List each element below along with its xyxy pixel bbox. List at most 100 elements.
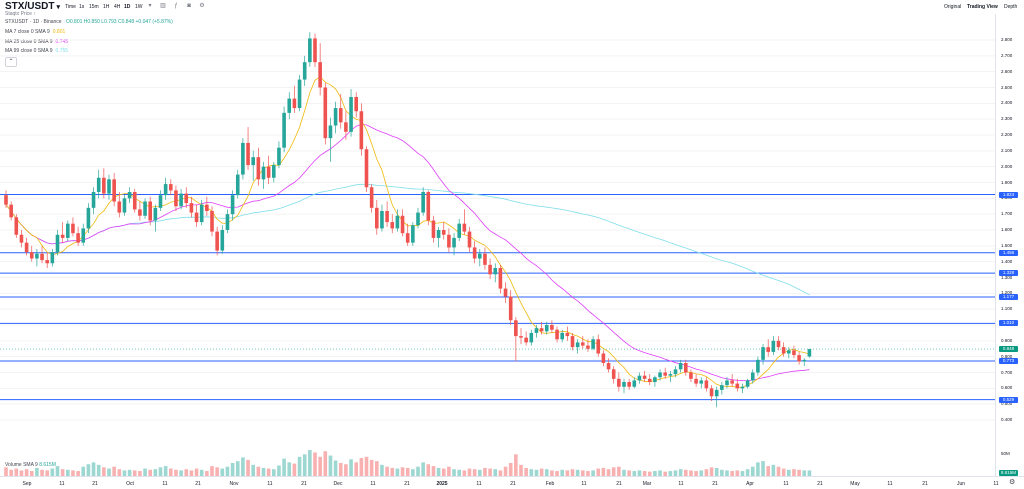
- candle-body: [241, 142, 245, 175]
- volume-bar: [138, 471, 142, 476]
- volume-bar: [586, 471, 590, 476]
- volume-bar: [297, 456, 302, 476]
- price-axis-label: 0.600: [1001, 385, 1013, 391]
- volume-bar: [452, 469, 456, 476]
- candle-body: [272, 165, 276, 178]
- volume-bar: [689, 470, 693, 476]
- candle-body: [359, 111, 364, 150]
- candle-body: [575, 342, 580, 348]
- volume-bar: [653, 471, 657, 476]
- price-axis-label: 1.300: [1001, 274, 1013, 280]
- price-axis-label: 2.200: [1001, 132, 1013, 137]
- volume-bar: [112, 466, 116, 476]
- candle-body: [287, 98, 292, 113]
- volume-bar: [627, 470, 631, 476]
- ma25-line: [5, 123, 810, 382]
- ma99-legend[interactable]: MA 99 close 0 SMA 9 0.755: [5, 48, 69, 54]
- candle-body: [19, 234, 24, 243]
- chart-settings-icon[interactable]: ⚙: [1009, 479, 1016, 486]
- more-timeframes-icon[interactable]: ▾: [148, 3, 152, 9]
- candle-body: [158, 195, 163, 208]
- settings-icon[interactable]: ⚙: [199, 3, 205, 9]
- candle-body: [194, 212, 199, 223]
- volume-bar: [483, 467, 487, 476]
- ma25-legend[interactable]: MA 25 close 0 SMA 9 0.745: [5, 39, 69, 45]
- volume-bar: [313, 452, 317, 476]
- candle-body: [581, 342, 585, 346]
- tab-4h[interactable]: 4H: [114, 4, 121, 10]
- candle-body: [364, 149, 369, 188]
- volume-bar: [354, 462, 358, 476]
- candle-body: [488, 264, 492, 275]
- symbol-selector[interactable]: STX/USDT ▾: [5, 1, 60, 12]
- view-trading-view[interactable]: Trading View: [967, 4, 998, 10]
- volume-bar: [169, 468, 173, 476]
- volume-bar: [684, 469, 688, 476]
- chart-header: STX/USDT ▾ Time 1s 15m 1H 4H 1D 1W ▾ ▥ ƒ …: [0, 0, 1024, 14]
- candle-body: [704, 380, 709, 389]
- volume-bar: [235, 461, 240, 476]
- volume-bar: [441, 468, 446, 476]
- price-axis-label: 2.400: [1001, 100, 1013, 106]
- indicators-icon[interactable]: ƒ: [174, 3, 178, 9]
- candle-body: [297, 79, 302, 109]
- tab-1d[interactable]: 1D: [124, 4, 131, 10]
- volume-bar: [143, 468, 147, 476]
- candle-body: [91, 192, 96, 208]
- tab-1w[interactable]: 1W: [135, 4, 143, 10]
- volume-bar: [344, 464, 348, 476]
- volume-bar: [35, 467, 39, 476]
- tab-1h[interactable]: 1H: [103, 4, 110, 10]
- candle-body: [338, 108, 343, 123]
- candle-style-icon[interactable]: ▥: [160, 3, 166, 9]
- collapse-legend-button[interactable]: ⌃: [5, 57, 17, 67]
- volume-bar: [60, 469, 65, 476]
- candle-body: [29, 252, 34, 259]
- volume-bar: [529, 469, 534, 476]
- candle-body: [328, 125, 333, 139]
- volume-bar: [338, 463, 343, 476]
- candle-body: [720, 385, 724, 390]
- view-depth[interactable]: Depth: [1004, 4, 1018, 10]
- time-axis-label: 11: [993, 481, 999, 487]
- tab-1s[interactable]: 1s: [79, 4, 85, 10]
- volume-bar: [730, 471, 734, 476]
- candle-body: [256, 157, 261, 180]
- level-badge: 0.529: [999, 396, 1018, 403]
- tab-15m[interactable]: 15m: [89, 4, 99, 10]
- volume-bar: [802, 470, 807, 476]
- volume-bar: [555, 471, 559, 476]
- price-axis-label: 1.500: [1001, 242, 1013, 248]
- candle-body: [709, 388, 714, 397]
- price-axis-label: 0.700: [1001, 369, 1013, 375]
- level-badge: 1.010: [999, 320, 1018, 327]
- screenshot-icon[interactable]: ◙: [187, 3, 191, 9]
- candle-body: [447, 234, 451, 248]
- volume-bar: [24, 469, 29, 476]
- volume-bar: [256, 466, 261, 476]
- view-original[interactable]: Original: [944, 4, 962, 10]
- time-axis-divider: [0, 476, 1024, 477]
- volume-bar: [668, 471, 673, 476]
- time-axis-label: May: [850, 481, 860, 487]
- candle-body: [292, 98, 297, 109]
- price-axis-label: 1.100: [1001, 306, 1013, 312]
- ma7-legend[interactable]: MA 7 close 0 SMA 9 0.801: [5, 29, 66, 35]
- volume-bar: [514, 454, 518, 476]
- candle-body: [740, 386, 745, 389]
- candle-body: [390, 222, 395, 229]
- time-axis-label: 2025: [436, 481, 448, 487]
- volume-bar: [71, 470, 75, 476]
- candle-body: [735, 383, 740, 389]
- candle-body: [678, 363, 683, 370]
- candle-body: [184, 193, 189, 204]
- tab-time[interactable]: Time: [65, 4, 76, 10]
- candle-body: [529, 332, 534, 343]
- candle-body: [235, 174, 240, 196]
- volume-bar: [318, 456, 322, 476]
- volume-bar: [720, 469, 724, 476]
- candle-body: [498, 268, 503, 289]
- time-axis-label: 11: [59, 481, 65, 487]
- candle-body: [122, 198, 127, 213]
